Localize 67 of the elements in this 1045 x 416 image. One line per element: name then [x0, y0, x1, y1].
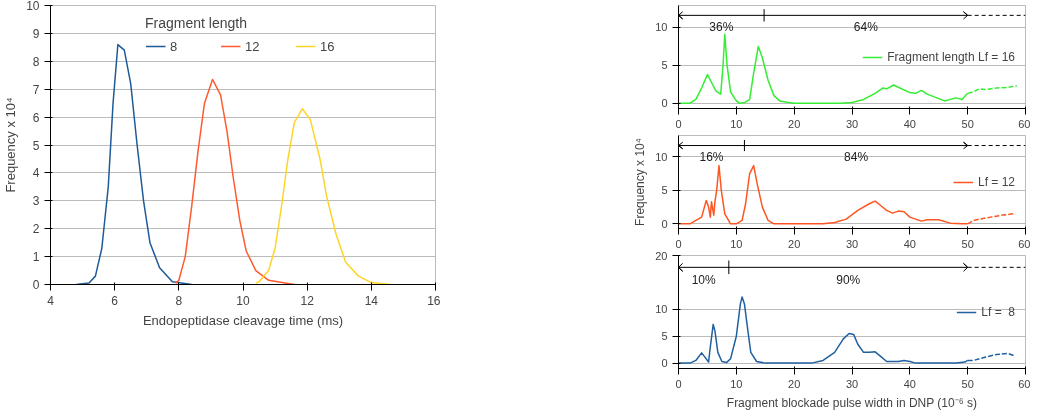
x-tick-label: 40 — [903, 377, 916, 390]
annotation: 16% — [699, 150, 724, 165]
legend-label: Lf = 8 — [981, 304, 1015, 319]
x-tick-label: 50 — [961, 117, 974, 130]
line-series — [174, 78, 296, 285]
x-tick-label: 50 — [961, 237, 974, 250]
legend-label: 8 — [170, 38, 179, 54]
annotation: 84% — [844, 150, 869, 165]
y-tick-label: 2 — [32, 222, 40, 237]
x-tick-label: 14 — [364, 293, 379, 308]
line-series — [75, 43, 193, 285]
x-tick-label: 0 — [675, 117, 682, 130]
legend-title: Fragment length — [145, 15, 248, 31]
x-tick-label: 4 — [47, 293, 55, 308]
x-tick-label: 12 — [300, 293, 315, 308]
x-tick-label: 10 — [730, 377, 743, 390]
x-tick-label: 20 — [788, 377, 801, 390]
legend-label: 12 — [245, 38, 261, 54]
y-tick-label: 0 — [32, 278, 40, 292]
x-tick-label: 10 — [730, 117, 743, 130]
y-axis-title: Frequency x 10⁴ — [633, 138, 648, 226]
x-tick-label: 10 — [236, 293, 250, 308]
y-tick-label: 10 — [655, 150, 668, 163]
y-axis-title: Frequency x 10⁴ — [3, 97, 19, 193]
x-tick-label: 40 — [903, 117, 916, 130]
x-tick-label: 20 — [788, 237, 801, 250]
legend-label: 16 — [320, 38, 336, 54]
y-tick-label: 3 — [32, 194, 40, 209]
x-tick-label: 30 — [845, 377, 859, 390]
x-tick-label: 0 — [675, 377, 682, 390]
y-tick-label: 10 — [26, 0, 40, 13]
annotation: 36% — [709, 20, 734, 35]
y-tick-label: 20 — [655, 249, 668, 262]
x-axis-title: Endopeptidase cleavage time (ms) — [142, 312, 344, 328]
y-tick-label: 5 — [661, 330, 668, 343]
x-tick-label: 60 — [1018, 237, 1031, 250]
legend-label: Lf = 12 — [977, 174, 1015, 189]
x-tick-label: 50 — [961, 377, 974, 390]
annotation: 90% — [836, 272, 861, 287]
x-tick-label: 60 — [1018, 377, 1031, 390]
y-tick-label: 8 — [32, 54, 40, 69]
y-tick-label: 7 — [32, 82, 40, 97]
y-tick-label: 1 — [32, 250, 40, 265]
x-tick-label: 60 — [1018, 117, 1031, 130]
y-tick-label: 0 — [661, 97, 668, 110]
x-tick-label: 30 — [845, 117, 859, 130]
x-tick-label: 20 — [788, 117, 801, 130]
x-axis-title: Fragment blockade pulse width in DNP (10⁻⁶ s) — [726, 395, 977, 410]
x-tick-label: 40 — [903, 237, 916, 250]
x-tick-label: 0 — [675, 237, 682, 250]
x-tick-label: 16 — [427, 293, 441, 308]
y-tick-label: 5 — [661, 184, 668, 197]
annotation: 10% — [691, 272, 716, 287]
x-tick-label: 30 — [845, 237, 859, 250]
y-tick-label: 0 — [661, 357, 668, 370]
y-tick-label: 0 — [661, 217, 668, 230]
y-tick-label: 5 — [32, 138, 40, 153]
y-tick-label: 5 — [661, 59, 668, 72]
y-tick-label: 4 — [32, 166, 40, 181]
x-tick-label: 10 — [730, 237, 743, 250]
y-tick-label: 10 — [655, 21, 668, 34]
y-tick-label: 9 — [32, 26, 40, 41]
annotation: 64% — [853, 20, 879, 35]
y-tick-label: 10 — [655, 303, 668, 316]
x-tick-label: 6 — [111, 293, 119, 308]
legend-label: Fragment length Lf = 16 — [887, 49, 1015, 64]
x-tick-label: 8 — [175, 293, 183, 308]
